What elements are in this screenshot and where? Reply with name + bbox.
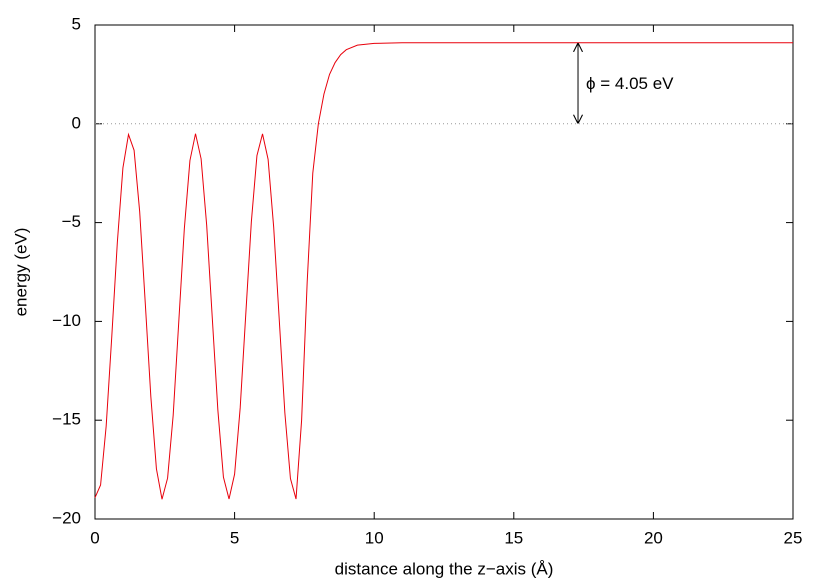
y-tick-label: 5 <box>72 14 81 33</box>
x-tick-label: 20 <box>644 528 663 547</box>
y-tick-label: −10 <box>52 311 81 330</box>
plot-frame <box>94 24 794 520</box>
y-axis-label: energy (eV) <box>11 228 30 317</box>
y-tick-label: −5 <box>62 212 81 231</box>
x-tick-label: 0 <box>90 528 99 547</box>
x-axis-label: distance along the z−axis (Å) <box>335 559 554 578</box>
y-tick-label: −20 <box>52 508 81 527</box>
y-tick-label: −15 <box>52 410 81 429</box>
data-line <box>94 42 793 500</box>
y-tick-label: 0 <box>72 113 81 132</box>
x-tick-label: 25 <box>784 528 803 547</box>
x-tick-label: 15 <box>504 528 523 547</box>
x-tick-label: 5 <box>230 528 239 547</box>
annotation-text: ϕ = 4.05 eV <box>586 74 674 93</box>
x-tick-label: 10 <box>365 528 384 547</box>
